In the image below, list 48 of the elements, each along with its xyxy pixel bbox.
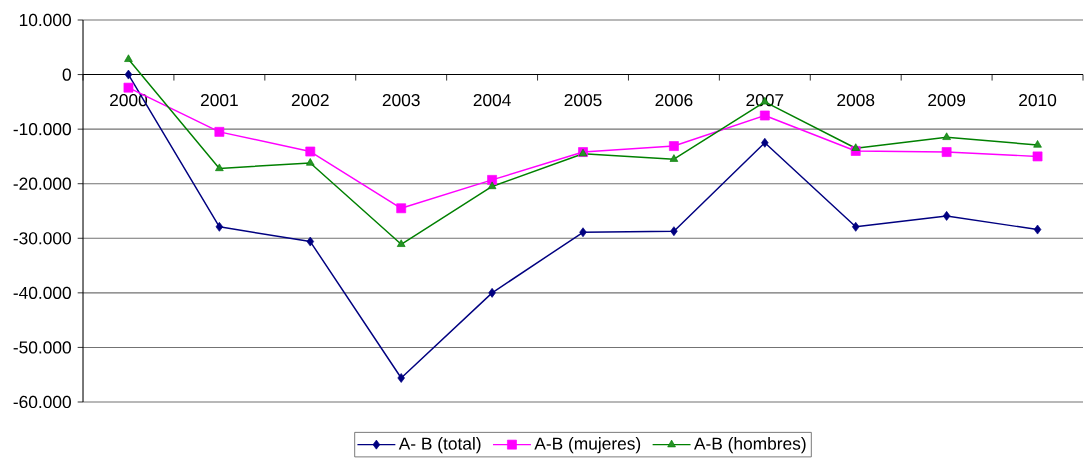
x-tick-label: 2009 [928, 93, 966, 107]
point [670, 226, 678, 237]
legend-label: A-B (hombres) [694, 437, 806, 454]
point [1033, 140, 1042, 148]
point [942, 132, 951, 140]
point [215, 221, 224, 232]
y-tick-label: 0 [62, 68, 71, 81]
point [123, 82, 134, 93]
point [396, 239, 406, 247]
point [214, 127, 225, 137]
y-tick-label: 10.000 [19, 13, 71, 27]
point [488, 287, 496, 298]
x-tick-label: 2010 [1019, 93, 1057, 107]
point [851, 143, 860, 151]
legend-label: A-B (mujeres) [534, 437, 641, 454]
point [1032, 151, 1043, 162]
y-tick-label: -10.000 [13, 123, 71, 136]
x-tick-label: 2006 [655, 93, 693, 107]
point [124, 69, 133, 80]
y-tick-label: -30.000 [13, 232, 71, 245]
point [669, 141, 679, 151]
point [487, 181, 497, 190]
x-tick-label: 2001 [200, 93, 238, 107]
point [306, 236, 315, 247]
y-tick-label: -20.000 [13, 177, 71, 190]
point [759, 110, 770, 121]
point [941, 147, 952, 157]
point [761, 137, 769, 148]
x-tick-label: 2003 [382, 93, 420, 107]
point [215, 163, 224, 172]
point [305, 146, 316, 157]
legend-label: A- B (total) [398, 437, 481, 454]
point [669, 154, 679, 162]
x-tick-label: 2005 [564, 93, 602, 107]
point [397, 373, 405, 383]
y-tick-label: -60.000 [13, 395, 71, 409]
point [1033, 224, 1042, 235]
x-tick-label: 2004 [473, 93, 511, 107]
point [579, 227, 587, 238]
x-tick-label: 2002 [291, 93, 329, 107]
point [396, 203, 407, 214]
point [851, 221, 860, 232]
y-tick-label: -50.000 [13, 341, 71, 354]
point [306, 158, 315, 166]
point [942, 211, 951, 221]
point [124, 54, 133, 62]
y-tick-label: -40.000 [13, 286, 71, 299]
x-tick-label: 2008 [837, 93, 875, 107]
